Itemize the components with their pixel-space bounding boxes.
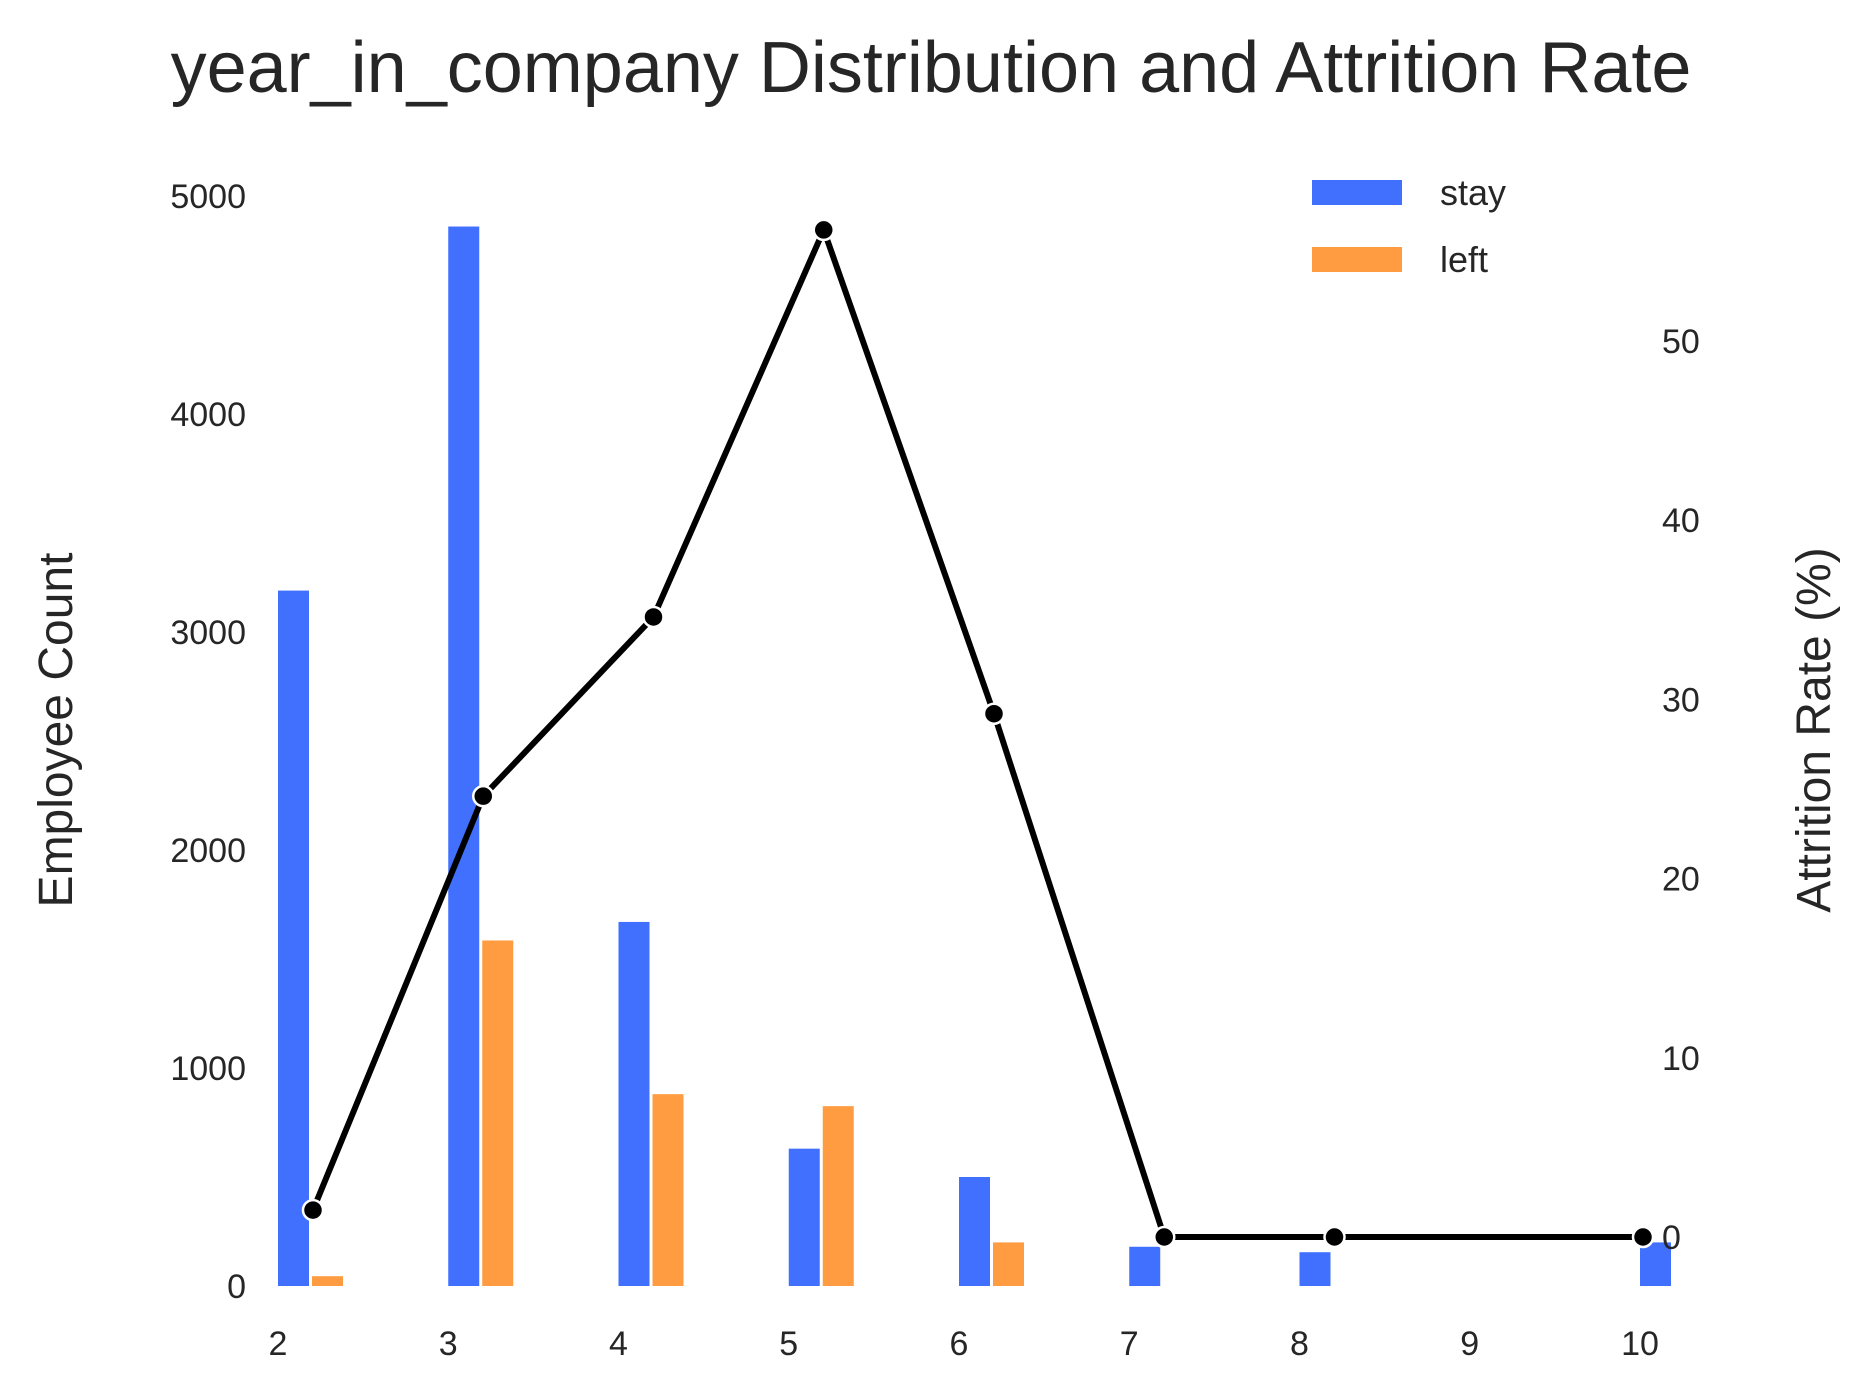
attrition-line-layer [301,218,1655,1249]
x-tick-label: 2 [269,1325,288,1363]
x-tick-label: 7 [1120,1325,1139,1363]
legend: stay left [1312,172,1506,280]
legend-label-stay: stay [1440,172,1506,213]
y2-axis-label: Attrition Rate (%) [1788,547,1841,912]
bar-left-6 [993,1242,1024,1286]
x-tick-label: 8 [1290,1325,1309,1363]
y2-tick-label: 10 [1662,1040,1700,1078]
attrition-point-7 [1153,1225,1176,1249]
bar-stay-8 [1299,1252,1331,1286]
y2-tick-label: 50 [1662,323,1700,361]
y-tick-label: 3000 [170,614,246,652]
y2-tick-label: 20 [1662,861,1700,899]
y2-tick-label: 0 [1662,1219,1681,1257]
y-tick-label: 0 [227,1268,246,1306]
bar-stay-10 [1640,1242,1671,1286]
bar-left-3 [482,940,514,1286]
bar-left-5 [822,1106,854,1286]
bar-left-2 [312,1276,343,1286]
y2-tick-label: 30 [1662,681,1700,719]
ticks-layer: 2 3 4 5 6 7 8 9 10 0 1000 2000 3000 4000 5000 0 10 20 30 40… [170,178,1699,1363]
bar-stay-3 [448,226,480,1286]
x-tick-label: 4 [609,1325,628,1363]
legend-label-left: left [1440,239,1488,280]
legend-swatch-stay [1312,180,1402,205]
y-tick-label: 4000 [170,396,246,434]
bar-stay-5 [788,1148,820,1286]
bar-left-4 [652,1094,684,1286]
bar-stay-2 [278,590,309,1286]
x-tick-label: 6 [950,1325,969,1363]
legend-swatch-left [1312,247,1402,272]
y-tick-label: 2000 [170,832,246,870]
x-tick-label: 9 [1460,1325,1479,1363]
attrition-point-6 [982,702,1006,725]
attrition-point-10 [1631,1225,1655,1249]
bar-stay-7 [1129,1246,1161,1286]
x-tick-label: 3 [439,1325,458,1363]
chart-title: year_in_company Distribution and Attriti… [171,28,1692,108]
attrition-point-2 [301,1198,325,1222]
bars-layer [278,226,1671,1286]
bar-stay-6 [959,1177,990,1286]
y-tick-label: 5000 [170,178,246,216]
y-tick-label: 1000 [170,1050,246,1088]
attrition-rate-line [310,226,1643,1240]
attrition-point-5 [812,218,835,242]
y-axis-label: Employee Count [30,553,83,908]
x-tick-label: 5 [779,1325,798,1363]
attrition-point-8 [1323,1225,1346,1249]
y2-tick-label: 40 [1662,502,1700,540]
attrition-point-4 [642,605,665,629]
x-tick-label: 10 [1621,1325,1659,1363]
attrition-point-3 [472,784,495,808]
bar-stay-4 [618,921,650,1286]
